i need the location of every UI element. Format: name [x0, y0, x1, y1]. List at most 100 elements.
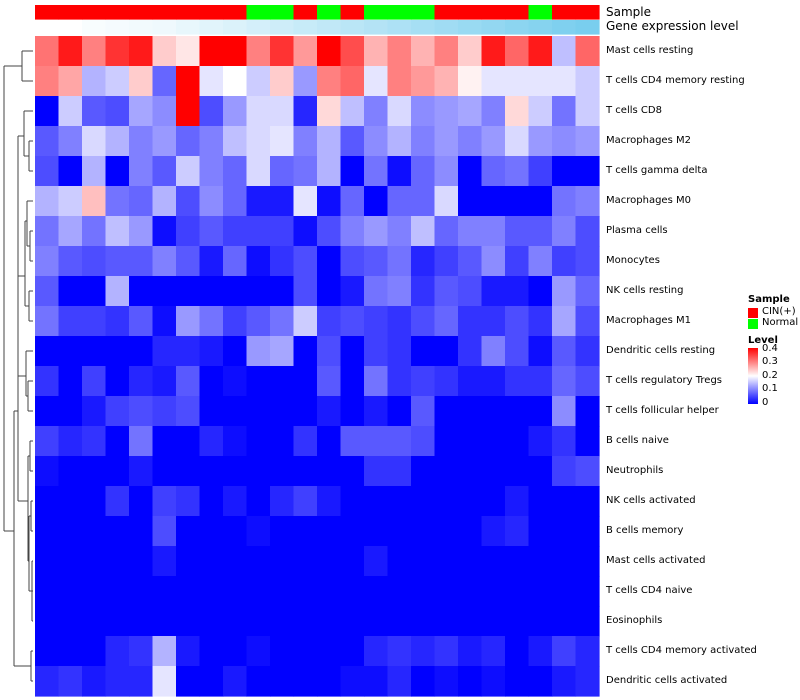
heatmap-cell	[223, 96, 248, 127]
heatmap-cell	[387, 606, 412, 637]
heatmap-cell	[575, 126, 600, 157]
heatmap-cell	[387, 456, 412, 487]
heatmap-cell	[105, 606, 130, 637]
sample-annotation-cell	[411, 5, 436, 20]
heatmap-cell	[176, 156, 201, 187]
heatmap-cell	[199, 576, 224, 607]
heatmap-cell	[246, 486, 271, 517]
heatmap-cell	[152, 396, 177, 427]
heatmap-cell	[176, 126, 201, 157]
heatmap-cell	[129, 246, 154, 277]
heatmap-cell	[340, 666, 365, 697]
heatmap-cell	[293, 456, 318, 487]
heatmap-cell	[481, 96, 506, 127]
heatmap-cell	[152, 426, 177, 457]
heatmap-cell	[129, 486, 154, 517]
heatmap-cell	[552, 306, 577, 337]
heatmap-cell	[317, 126, 342, 157]
heatmap-cell	[176, 306, 201, 337]
heatmap-cell	[552, 516, 577, 547]
heatmap-cell	[528, 126, 553, 157]
heatmap-cell	[105, 426, 130, 457]
heatmap-cell	[411, 186, 436, 217]
heatmap-cell	[199, 366, 224, 397]
heatmap-cell	[82, 36, 107, 67]
expression-annotation-cell	[223, 20, 248, 35]
expression-annotation-cell	[458, 20, 483, 35]
row-label: B cells memory	[606, 525, 684, 536]
heatmap-cell	[58, 666, 83, 697]
row-label: Mast cells activated	[606, 555, 706, 566]
heatmap-cell	[199, 546, 224, 577]
heatmap-cell	[411, 546, 436, 577]
heatmap-cell	[199, 156, 224, 187]
heatmap-cell	[223, 306, 248, 337]
heatmap-cell	[270, 306, 295, 337]
heatmap-cell	[387, 576, 412, 607]
heatmap-cell	[481, 426, 506, 457]
heatmap-cell	[293, 576, 318, 607]
row-label: Macrophages M0	[606, 195, 691, 206]
heatmap-cell	[552, 366, 577, 397]
heatmap-cell	[58, 456, 83, 487]
row-label: T cells CD8	[606, 105, 662, 116]
annotation-label-expression: Gene expression level	[606, 19, 739, 33]
heatmap-cell	[293, 276, 318, 307]
heatmap-cell	[176, 606, 201, 637]
heatmap-cell	[270, 546, 295, 577]
heatmap-cell	[387, 396, 412, 427]
row-label: Dendritic cells resting	[606, 345, 716, 356]
expression-annotation-cell	[387, 20, 412, 35]
heatmap-cell	[481, 546, 506, 577]
heatmap-cell	[82, 276, 107, 307]
heatmap-cell	[434, 216, 459, 247]
legend-swatch-normal	[748, 319, 758, 329]
sample-annotation-cell	[58, 5, 83, 20]
heatmap-cell	[129, 276, 154, 307]
heatmap-cell	[317, 636, 342, 667]
heatmap-cell	[105, 576, 130, 607]
heatmap-cell	[552, 336, 577, 367]
heatmap-cell	[58, 66, 83, 97]
heatmap-cell	[575, 606, 600, 637]
row-label: B cells naive	[606, 435, 669, 446]
heatmap-cell	[387, 96, 412, 127]
heatmap-cell	[505, 126, 530, 157]
heatmap-cell	[129, 96, 154, 127]
sample-annotation-cell	[129, 5, 154, 20]
heatmap-cell	[58, 156, 83, 187]
heatmap-cell	[105, 516, 130, 547]
row-label: Eosinophils	[606, 615, 663, 626]
heatmap-cell	[152, 366, 177, 397]
heatmap-cell	[58, 486, 83, 517]
heatmap-cell	[270, 516, 295, 547]
heatmap-cell	[129, 366, 154, 397]
heatmap-cell	[35, 246, 60, 277]
heatmap-cell	[223, 666, 248, 697]
heatmap-cell	[552, 456, 577, 487]
expression-annotation-cell	[246, 20, 271, 35]
heatmap-cell	[82, 126, 107, 157]
heatmap-cell	[246, 276, 271, 307]
heatmap-cell	[458, 336, 483, 367]
heatmap-cell	[199, 486, 224, 517]
heatmap-cell	[552, 486, 577, 517]
row-label: Mast cells resting	[606, 45, 694, 56]
heatmap-cell	[411, 336, 436, 367]
sample-annotation-cell	[176, 5, 201, 20]
heatmap-cell	[434, 366, 459, 397]
heatmap-cell	[176, 516, 201, 547]
heatmap-cell	[528, 606, 553, 637]
heatmap-cell	[246, 96, 271, 127]
sample-annotation-cell	[317, 5, 342, 20]
heatmap-cell	[270, 156, 295, 187]
heatmap-cell	[411, 426, 436, 457]
legend-tick-0.3: 0.3	[762, 356, 778, 367]
heatmap-cell	[387, 666, 412, 697]
heatmap-cell	[575, 666, 600, 697]
heatmap-cell	[575, 486, 600, 517]
row-label: T cells CD4 memory resting	[606, 75, 745, 86]
heatmap-cell	[58, 546, 83, 577]
heatmap-cell	[481, 636, 506, 667]
sample-annotation-cell	[505, 5, 530, 20]
